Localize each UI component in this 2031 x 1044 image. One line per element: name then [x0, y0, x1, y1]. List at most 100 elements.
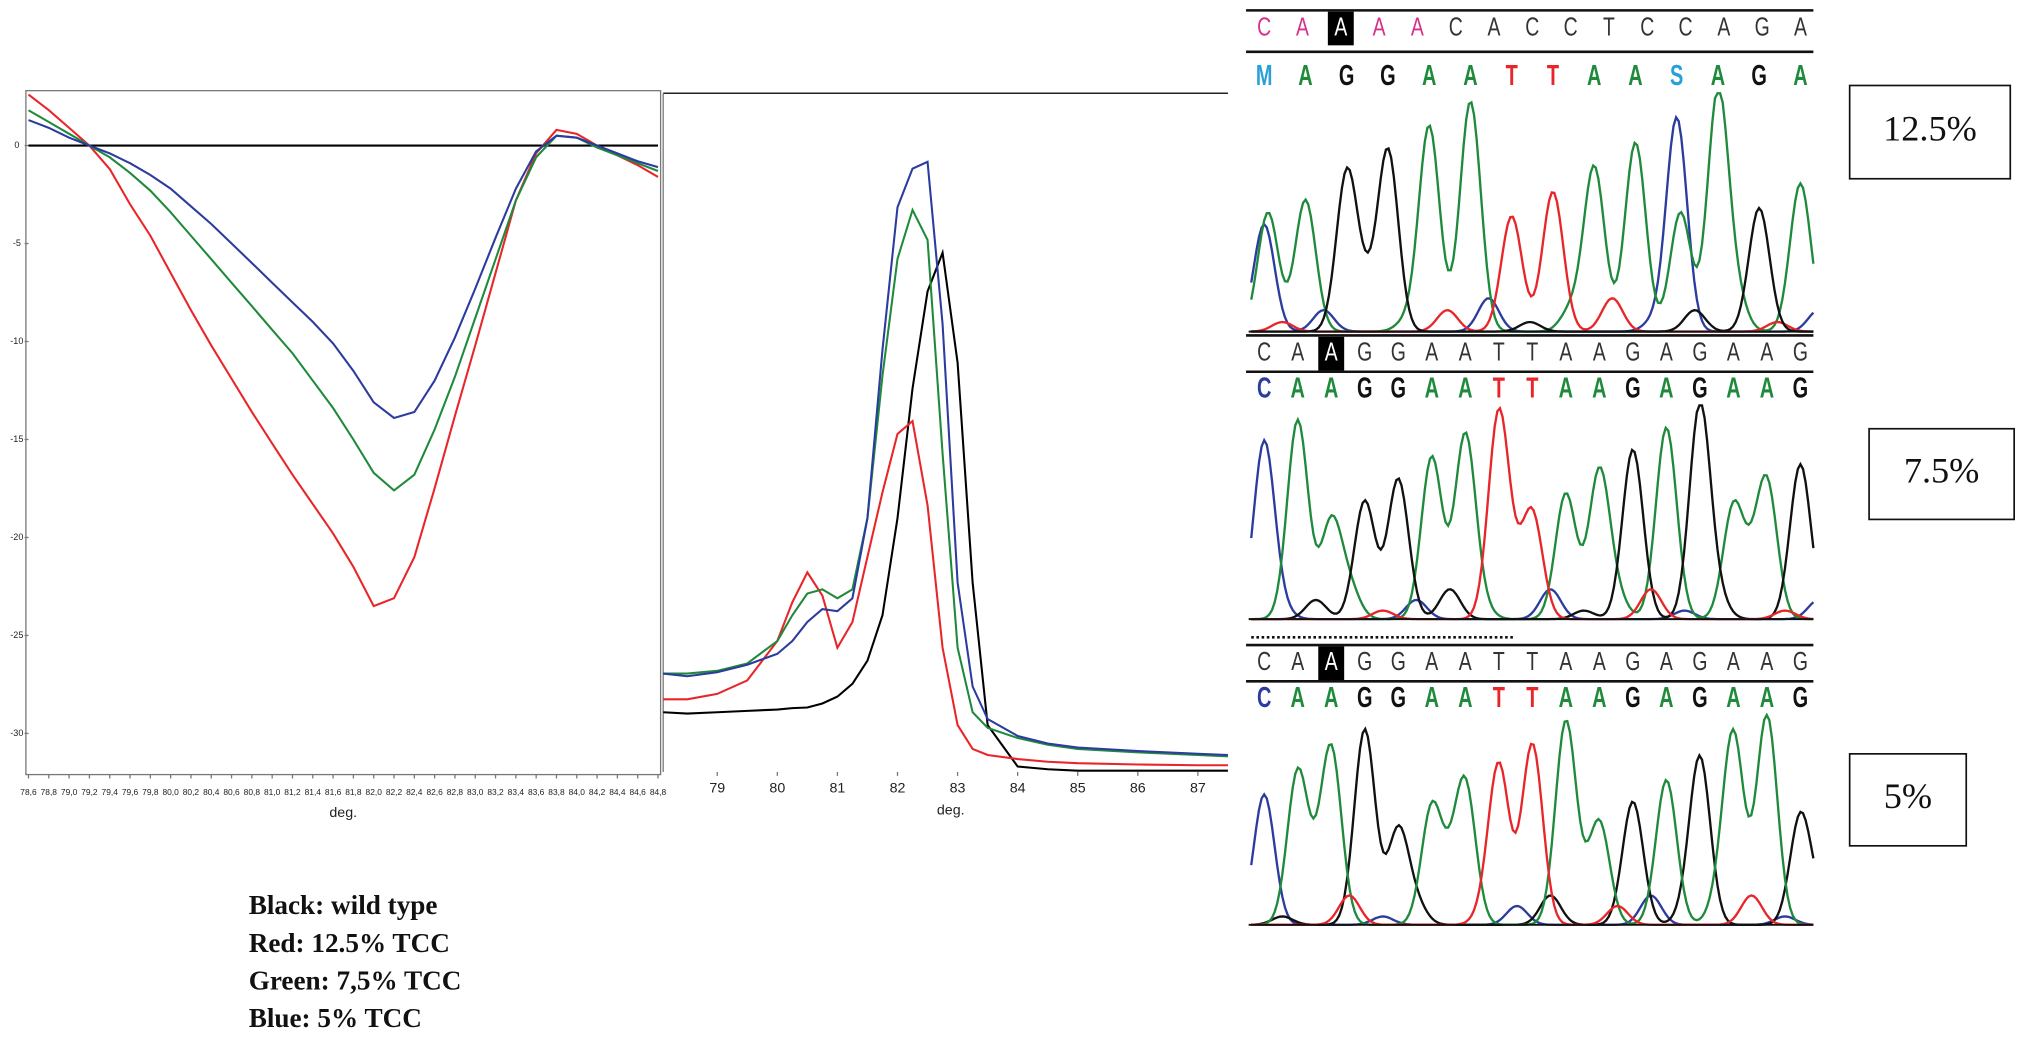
- x-tick-label: 79,6: [122, 787, 139, 797]
- base-call: G: [1625, 683, 1641, 714]
- x-tick-label: 83,0: [467, 787, 484, 797]
- base-call: G: [1339, 61, 1355, 92]
- base-call: T: [1547, 61, 1559, 92]
- base-call: T: [1493, 646, 1505, 675]
- base-call: A: [1325, 337, 1339, 366]
- x-tick-label: 79,4: [102, 787, 119, 797]
- base-call: A: [1291, 646, 1305, 675]
- base-call: G: [1391, 373, 1407, 404]
- base-call: A: [1659, 373, 1674, 404]
- base-call: S: [1670, 61, 1683, 92]
- x-tick-label: 78,6: [20, 787, 37, 797]
- panel-label: 5%: [1884, 776, 1932, 816]
- base-call: G: [1391, 683, 1407, 714]
- base-call: A: [1717, 12, 1731, 41]
- base-call: A: [1559, 683, 1574, 714]
- base-call: G: [1751, 61, 1767, 92]
- x-tick-label: 79: [709, 781, 725, 797]
- x-tick-label: 81: [829, 781, 845, 797]
- base-call: G: [1755, 12, 1770, 41]
- x-tick-label: 81,4: [305, 787, 322, 797]
- x-tick-label: 80,0: [162, 787, 179, 797]
- x-tick-label: 80,6: [223, 787, 240, 797]
- x-tick-label: 82,6: [426, 787, 443, 797]
- base-call: G: [1391, 337, 1406, 366]
- base-call: G: [1692, 683, 1708, 714]
- x-tick-label: 80: [769, 781, 785, 797]
- base-call: A: [1587, 61, 1602, 92]
- x-tick-label: 81,2: [284, 787, 301, 797]
- x-tick-label: 81,8: [345, 787, 362, 797]
- base-call: A: [1458, 683, 1473, 714]
- y-tick-label: 0: [14, 140, 19, 150]
- plot-frame: [25, 90, 662, 776]
- x-tick-label: 79,8: [142, 787, 159, 797]
- x-tick-label: 84,4: [609, 787, 626, 797]
- base-call: A: [1559, 373, 1574, 404]
- x-tick-label: 80,8: [244, 787, 261, 797]
- legend-text: Blue: 5% TCC: [249, 1003, 422, 1033]
- highlight: [1318, 646, 1345, 681]
- base-call: A: [1760, 683, 1775, 714]
- legend-text: Red: 12.5% TCC: [249, 928, 450, 958]
- base-call: C: [1564, 12, 1578, 41]
- x-tick-label: 83,4: [508, 787, 525, 797]
- base-call: T: [1493, 683, 1505, 714]
- x-tick-label: 84: [1010, 781, 1026, 797]
- y-tick-label: -15: [10, 434, 23, 444]
- line-series: [663, 160, 1228, 757]
- base-call: G: [1380, 61, 1396, 92]
- base-call: A: [1793, 61, 1808, 92]
- base-call: G: [1793, 646, 1808, 675]
- line-series: [663, 207, 1228, 758]
- base-call: A: [1458, 373, 1473, 404]
- base-call: A: [1559, 646, 1573, 675]
- base-call: T: [1526, 373, 1538, 404]
- base-call: G: [1692, 337, 1707, 366]
- x-tick-label: 85: [1070, 781, 1086, 797]
- base-call: G: [1357, 373, 1373, 404]
- base-call: A: [1727, 337, 1741, 366]
- base-call: C: [1257, 337, 1271, 366]
- base-call: A: [1593, 646, 1607, 675]
- base-call: G: [1357, 337, 1372, 366]
- base-call: A: [1373, 12, 1387, 41]
- y-tick-label: -30: [10, 728, 23, 738]
- base-call: A: [1628, 61, 1643, 92]
- x-tick-label: 83,2: [487, 787, 504, 797]
- y-tick-label: -20: [10, 532, 23, 542]
- x-tick-label: 81,0: [264, 787, 281, 797]
- base-call: A: [1298, 61, 1313, 92]
- base-call: A: [1760, 646, 1774, 675]
- label-box: [1848, 753, 1968, 847]
- base-call: G: [1692, 646, 1707, 675]
- x-tick-label: 83,6: [528, 787, 545, 797]
- base-call: A: [1760, 337, 1774, 366]
- base-call: C: [1679, 12, 1693, 41]
- base-call: A: [1459, 646, 1473, 675]
- x-tick-label: 81,6: [325, 787, 342, 797]
- base-call: A: [1592, 373, 1607, 404]
- base-call: T: [1526, 337, 1538, 366]
- x-tick-label: 84,0: [569, 787, 586, 797]
- x-tick-label: 83,8: [548, 787, 565, 797]
- base-call: A: [1425, 646, 1439, 675]
- base-call: A: [1559, 337, 1573, 366]
- base-call: C: [1257, 373, 1272, 404]
- base-call: A: [1660, 337, 1674, 366]
- highlight: [1318, 336, 1345, 371]
- y-tick-label: -10: [10, 336, 23, 346]
- x-tick-label: 80,2: [183, 787, 200, 797]
- base-call: G: [1391, 646, 1406, 675]
- x-tick-label: 82: [890, 781, 906, 797]
- base-call: C: [1257, 646, 1271, 675]
- base-call: T: [1493, 373, 1505, 404]
- base-call: G: [1357, 646, 1372, 675]
- x-tick-label: 84,8: [650, 787, 667, 797]
- base-call: A: [1325, 646, 1339, 675]
- base-call: A: [1324, 373, 1339, 404]
- base-call: A: [1296, 12, 1310, 41]
- x-tick-label: 79,2: [81, 787, 98, 797]
- base-call: G: [1357, 683, 1373, 714]
